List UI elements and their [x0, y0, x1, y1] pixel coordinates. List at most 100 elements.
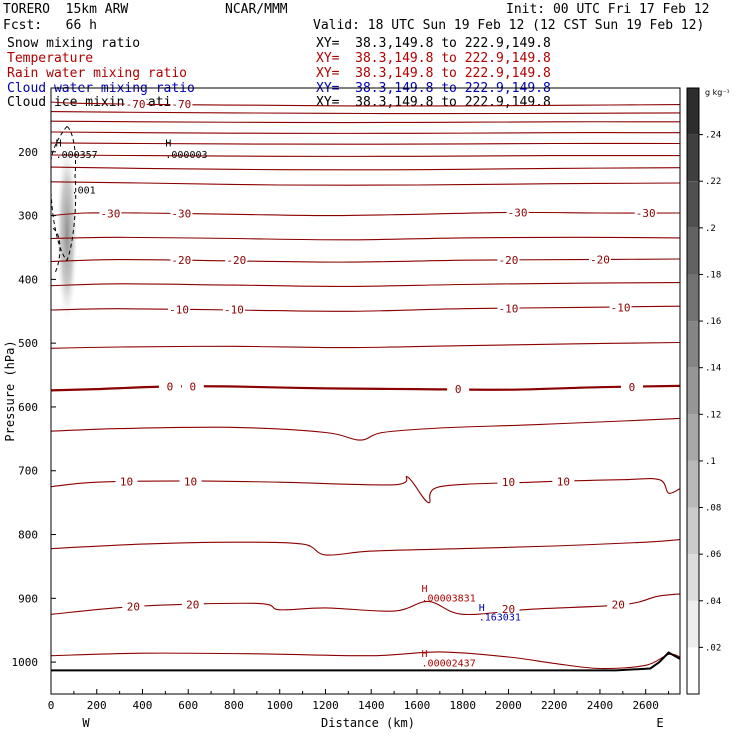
contour-line-25: [51, 651, 680, 670]
x-tick-label: 1200: [312, 699, 339, 712]
temperature-contours: [51, 101, 680, 670]
x-tick-label: 2000: [495, 699, 522, 712]
x-tick-label: 2600: [632, 699, 659, 712]
y-tick-label: 500: [18, 337, 38, 350]
terrain-surface: [51, 651, 680, 672]
colorbar-segment: [687, 507, 699, 555]
contour-label-bg: [588, 253, 611, 265]
x-tick-label: 1800: [449, 699, 476, 712]
contour-line--5: [51, 341, 680, 349]
contour-line-20: [51, 593, 680, 616]
cloud-ice-contour: [51, 125, 77, 262]
terrain-line: [51, 651, 680, 672]
max-annotation: H: [56, 139, 62, 150]
legend-label-temperature: Temperature: [7, 51, 94, 66]
contour-label: 10: [502, 476, 515, 489]
contour-line--42: [51, 154, 680, 157]
y-tick-label: 400: [18, 273, 38, 286]
legend-label-snow: Snow mixing ratio: [7, 36, 141, 51]
max-annotation: .000357: [56, 150, 98, 161]
colorbar-segment: [687, 134, 699, 182]
contour-label-bg: [634, 207, 657, 219]
contour-line-0: [51, 384, 680, 392]
colorbar-tick-label: .24: [705, 131, 721, 141]
contour-label-bg: [115, 475, 138, 487]
max-annotation: .00002437: [422, 659, 476, 670]
colorbar-segment: [687, 460, 699, 508]
max-annotation: .000003: [165, 150, 207, 161]
contour-label: -10: [169, 303, 189, 316]
contour-label-bg: [607, 598, 630, 610]
x-tick-label: 200: [87, 699, 107, 712]
snow-shading: [56, 148, 79, 337]
max-annotation: H: [422, 649, 428, 660]
contour-label: -30: [171, 208, 191, 221]
colorbar-tick-label: .02: [705, 643, 721, 653]
contour-label: 10: [120, 476, 133, 489]
contour-label-bg: [124, 97, 147, 109]
y-tick-label: 300: [18, 210, 38, 223]
max-annotation: .163031: [479, 613, 521, 624]
colorbar-tick-label: .06: [705, 550, 721, 560]
contour-line-15: [51, 539, 680, 556]
colorbar-segment: [687, 321, 699, 368]
contour-label-bg: [497, 302, 520, 314]
colorbar-frame: [686, 87, 700, 695]
colorbar-tick-label: .2: [705, 224, 716, 234]
contour-label-bg: [497, 254, 520, 266]
contour-line--25: [51, 236, 680, 241]
contour-line--10: [51, 305, 680, 312]
west-label: W: [82, 716, 90, 730]
contour-label: 20: [502, 603, 515, 616]
init-time: Init: 00 UTC Fri 17 Feb 12: [506, 2, 710, 17]
contour-label-bg: [158, 380, 181, 392]
colorbar-tick-label: .1: [705, 457, 716, 467]
y-axis-ticks: 200 300 400 500 600 700 800 900 1000: [12, 146, 56, 669]
contour-line--35: [51, 181, 680, 186]
colorbar-segment: [687, 181, 699, 228]
x-tick-label: 0: [48, 699, 55, 712]
legend-xy-snow: XY= 38.3,149.8 to 222.9,149.8: [316, 36, 551, 51]
valid-time: Valid: 18 UTC Sun 19 Feb 12 (12 CST Sun …: [313, 18, 705, 33]
contour-line--45: [51, 142, 680, 145]
x-axis-ticks: 0 200 400 600 800 1000 1200 1400 1600 1800 2000 220…: [48, 689, 670, 712]
x-tick-label: 2400: [587, 699, 614, 712]
max-annotation: H: [422, 584, 428, 595]
contour-line--50: [51, 131, 680, 134]
contour-label: 0: [189, 381, 196, 394]
contour-label: -20: [499, 254, 519, 267]
y-tick-label: 1000: [12, 656, 39, 669]
colorbar-segment: [687, 88, 699, 135]
contour-label-bg: [620, 381, 643, 393]
snow-plume: [56, 148, 79, 337]
y-axis-label: Pressure (hPa): [3, 340, 17, 441]
colorbar-tick-label: .12: [705, 410, 721, 420]
y-tick-label: 600: [18, 401, 38, 414]
x-tick-label: 1600: [404, 699, 431, 712]
colorbar-tick-label: .16: [705, 317, 721, 327]
cloud-ice-contour-secondary: [52, 227, 61, 274]
contour-label-bg: [170, 97, 193, 109]
contour-label-bg: [122, 600, 145, 612]
x-tick-label: 1000: [266, 699, 293, 712]
max-annotation: H: [479, 603, 485, 614]
colorbar-segment: [687, 647, 699, 694]
contour-label-bg: [552, 475, 575, 487]
contour-label: 0: [629, 381, 636, 394]
colorbar-segment: [687, 227, 699, 275]
contour-label-bg: [99, 207, 122, 219]
contour-label: -10: [611, 301, 631, 314]
contour-label: 10: [184, 476, 197, 489]
contour-label: -20: [590, 254, 610, 267]
contour-label: 20: [612, 599, 625, 612]
cloud-ice-outline: [51, 125, 77, 274]
legend-xy-temperature: XY= 38.3,149.8 to 222.9,149.8: [316, 51, 551, 66]
colorbar-segment: [687, 600, 699, 648]
y-tick-label: 700: [18, 465, 38, 478]
y-tick-label: 800: [18, 529, 38, 542]
colorbar-tick-label: .22: [705, 177, 721, 187]
contour-label: -20: [226, 254, 246, 267]
contour-label-bg: [181, 598, 204, 610]
contour-label: 20: [186, 599, 199, 612]
